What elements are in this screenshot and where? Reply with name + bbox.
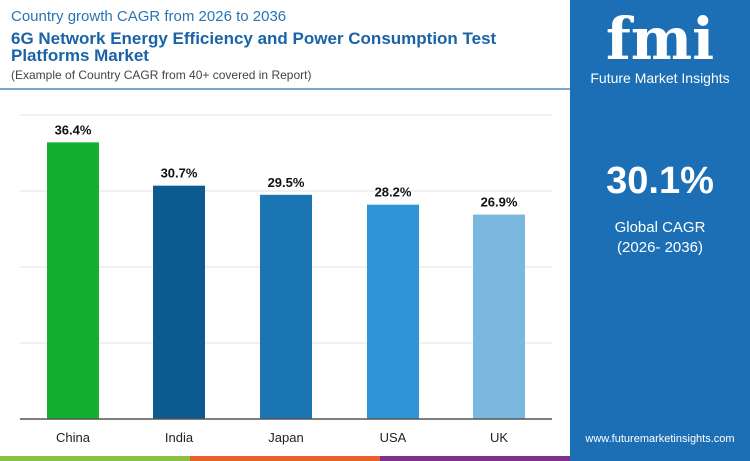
- chart-subtitle: Country growth CAGR from 2026 to 2036: [11, 8, 287, 25]
- logo-text: Future Market Insights: [590, 70, 730, 86]
- summary-panel: fmi Future Market Insights 30.1% Global …: [570, 0, 750, 461]
- data-label: 26.9%: [481, 195, 518, 210]
- cagr-label: Global CAGR: [614, 219, 706, 236]
- stripe-green: [0, 456, 190, 461]
- bar-japan: [260, 194, 312, 419]
- bar-china: [47, 142, 99, 420]
- bar-uk: [473, 214, 525, 419]
- bar-india: [153, 185, 205, 419]
- x-tick-label: Japan: [268, 430, 303, 445]
- fmi-logo: fmi: [605, 5, 715, 73]
- global-cagr-value: 30.1%: [606, 160, 714, 202]
- data-label: 30.7%: [161, 166, 198, 181]
- stripe-orange: [190, 456, 380, 461]
- data-label: 28.2%: [375, 185, 412, 200]
- bar-chart: 36.4% China 30.7% India 29.5% Japan 28.2% USA 26…: [20, 114, 552, 445]
- x-tick-label: India: [165, 430, 194, 445]
- global-cagr-label: Global CAGR (2026- 2036): [570, 218, 750, 258]
- stripe-purple: [380, 456, 570, 461]
- divider: [0, 88, 570, 90]
- cagr-period: (2026- 2036): [617, 239, 703, 256]
- data-label: 29.5%: [268, 175, 305, 190]
- chart-title: 6G Network Energy Efficiency and Power C…: [11, 29, 497, 65]
- website-link[interactable]: www.futuremarketinsights.com: [585, 433, 735, 445]
- x-tick-label: China: [56, 430, 91, 445]
- chart-note: (Example of Country CAGR from 40+ covere…: [11, 68, 312, 82]
- x-tick-label: USA: [380, 430, 407, 445]
- x-tick-label: UK: [490, 430, 508, 445]
- bar-usa: [367, 204, 419, 419]
- data-label: 36.4%: [55, 122, 92, 137]
